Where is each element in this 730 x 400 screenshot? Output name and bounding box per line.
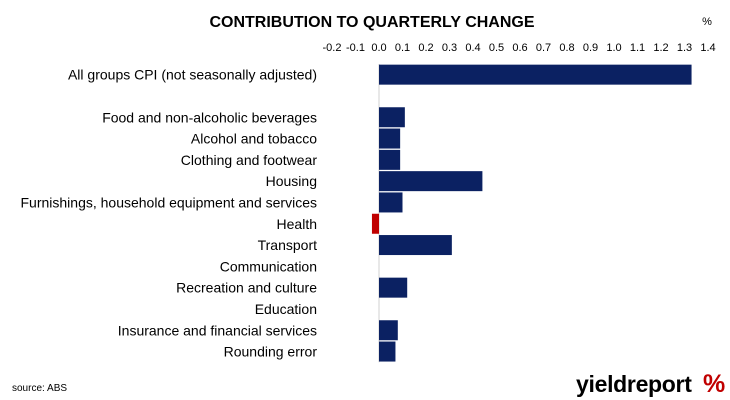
x-tick-label: 1.1 — [630, 42, 645, 54]
x-tick-label: 0.5 — [489, 42, 504, 54]
category-label: Communication — [220, 258, 317, 274]
bar — [379, 107, 405, 128]
x-tick-label: 0.6 — [512, 42, 527, 54]
category-label: Education — [255, 301, 317, 317]
bar — [379, 64, 692, 85]
bars — [371, 64, 692, 362]
unit-label: % — [702, 16, 712, 28]
x-tick-label: 0.0 — [371, 42, 386, 54]
x-axis-ticks: -0.2 -0.1 0.0 0.1 0.2 0.3 0.4 0.5 0.6 0.7 0.8 0.9 1.… — [323, 42, 716, 54]
category-label: Recreation and culture — [176, 280, 317, 296]
x-tick-label: 1.4 — [700, 42, 715, 54]
bar — [379, 128, 401, 149]
x-tick-label: -0.1 — [346, 42, 365, 54]
logo: yieldreport % — [576, 370, 725, 398]
chart-title: CONTRIBUTION TO QUARTERLY CHANGE — [209, 14, 534, 31]
bar — [379, 171, 483, 192]
x-tick-label: 0.1 — [395, 42, 410, 54]
bar — [379, 341, 396, 362]
category-label: Housing — [266, 173, 317, 189]
bar — [379, 277, 408, 298]
category-label: Rounding error — [224, 344, 318, 360]
x-tick-label: 0.9 — [583, 42, 598, 54]
x-tick-label: 0.7 — [536, 42, 551, 54]
x-tick-label: -0.2 — [323, 42, 342, 54]
x-tick-label: 0.8 — [559, 42, 574, 54]
x-tick-label: 1.0 — [606, 42, 621, 54]
category-label: Health — [277, 216, 317, 232]
x-tick-label: 0.3 — [442, 42, 457, 54]
bar — [379, 320, 398, 341]
bar — [379, 235, 452, 256]
category-label: Furnishings, household equipment and ser… — [20, 194, 317, 210]
category-label: Insurance and financial services — [118, 322, 317, 338]
x-tick-label: 0.2 — [418, 42, 433, 54]
bar — [379, 149, 401, 170]
category-labels: All groups CPI (not seasonally adjusted)… — [20, 67, 317, 360]
category-label: Food and non-alcoholic beverages — [102, 109, 317, 125]
category-label: Clothing and footwear — [181, 152, 318, 168]
x-tick-label: 1.2 — [653, 42, 668, 54]
category-label: Alcohol and tobacco — [191, 131, 317, 147]
bar — [371, 213, 379, 234]
source-note: source: ABS — [12, 383, 67, 394]
category-label: Transport — [258, 237, 318, 253]
x-tick-label: 1.3 — [677, 42, 692, 54]
bar — [379, 192, 403, 213]
category-label: All groups CPI (not seasonally adjusted) — [68, 67, 317, 83]
x-tick-label: 0.4 — [465, 42, 480, 54]
logo-percent-symbol: % — [703, 370, 725, 398]
logo-text: yieldreport — [576, 371, 692, 397]
